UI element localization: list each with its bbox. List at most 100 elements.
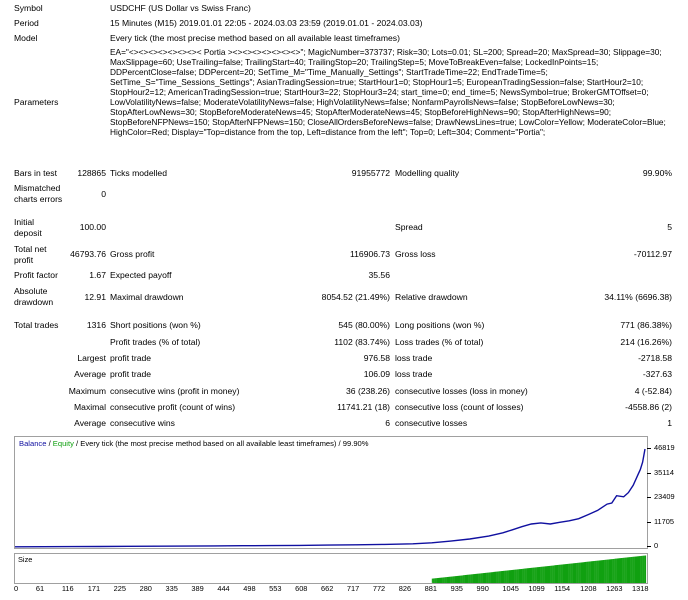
volume-bar [635, 556, 637, 583]
x-tick-label: 116 [61, 584, 74, 593]
x-tick-label: 1263 [606, 584, 623, 593]
volume-bar [549, 565, 551, 583]
volume-bar [578, 562, 580, 583]
volume-bar [521, 568, 523, 583]
volume-bar [555, 565, 557, 583]
volume-bar [475, 573, 477, 583]
volume-bar [483, 573, 485, 583]
volume-bar [433, 578, 435, 583]
volume-bar [485, 572, 487, 583]
average-consecutive-wins-label: consecutive wins [110, 418, 175, 428]
volume-bar [516, 569, 518, 583]
volume-bar [442, 577, 444, 583]
largest-loss-label: loss trade [395, 353, 433, 363]
x-tick-label: 61 [35, 584, 45, 593]
volume-bar [532, 567, 534, 583]
average-loss-value: -327.63 [642, 369, 672, 379]
volume-bar [589, 561, 591, 583]
volume-bar [519, 569, 521, 583]
volume-bar [506, 570, 508, 583]
volume-bar [544, 566, 546, 583]
volume-bar [476, 573, 478, 583]
volume-bar [447, 577, 449, 583]
volume-bar [459, 575, 461, 583]
y-tick-label: 23409 [654, 492, 675, 501]
volume-bar [502, 570, 504, 583]
volume-bar [581, 562, 583, 583]
volume-bar [444, 577, 446, 583]
volume-bar [596, 560, 598, 583]
spread-value: 5 [667, 222, 672, 232]
volume-bar [633, 556, 635, 583]
volume-bar [597, 560, 599, 583]
volume-bar [567, 563, 569, 583]
volume-bar [465, 575, 467, 583]
volume-bar [616, 558, 618, 583]
legend-equity: Equity [52, 439, 74, 448]
x-tick-label: 662 [321, 584, 334, 593]
abs-drawdown-label-1: Absolute [14, 286, 48, 296]
volume-svg [431, 555, 647, 583]
volume-bar [558, 564, 560, 583]
volume-bar [593, 561, 595, 583]
volume-bar [612, 559, 614, 583]
volume-bar [443, 577, 445, 583]
volume-bar [560, 564, 562, 583]
x-tick-label: 717 [346, 584, 360, 593]
volume-bar [603, 560, 605, 583]
volume-bar [631, 556, 633, 583]
maximum-losses-label: consecutive losses (loss in money) [395, 386, 528, 396]
maximum-wins-value: 36 (238.26) [346, 386, 390, 396]
volume-bar [503, 570, 505, 583]
volume-bar [606, 559, 608, 583]
long-positions-label: Long positions (won %) [395, 320, 485, 330]
volume-bar [561, 564, 563, 583]
volume-bar [515, 569, 517, 583]
volume-bar [431, 578, 433, 583]
y-tick [647, 448, 651, 449]
volume-bar [477, 573, 479, 583]
volume-bar [611, 559, 613, 583]
period-label: Period [14, 18, 39, 28]
volume-bar [514, 569, 516, 583]
volume-bar [620, 558, 622, 583]
largest-label: Largest [77, 353, 106, 363]
total-trades-value: 1316 [86, 320, 106, 330]
volume-bar [556, 565, 558, 583]
volume-bar [529, 568, 531, 583]
volume-bar [534, 567, 536, 583]
volume-bar [488, 572, 490, 583]
average-consecutive-losses-label: consecutive losses [395, 418, 468, 428]
profit-factor-value: 1.67 [89, 270, 106, 280]
volume-bar [564, 564, 566, 583]
volume-bar [520, 569, 522, 583]
volume-bar [626, 557, 628, 583]
abs-drawdown-value: 12.91 [84, 292, 106, 302]
volume-bar [546, 566, 548, 583]
mismatched-value: 0 [101, 189, 106, 199]
volume-bar [486, 572, 488, 583]
y-tick-label: 0 [654, 541, 659, 550]
expected-payoff-label: Expected payoff [110, 270, 172, 280]
volume-bar [469, 574, 471, 583]
volume-bar [607, 559, 609, 583]
average-consecutive-wins-value: 6 [385, 418, 390, 428]
volume-bar [585, 561, 587, 583]
volume-bar [548, 566, 550, 583]
rel-drawdown-label: Relative drawdown [395, 292, 468, 302]
volume-bar [614, 558, 616, 583]
volume-bar [609, 559, 611, 583]
maximum-losses-value: 4 (-52.84) [634, 386, 672, 396]
model-value: Every tick (the most precise method base… [110, 33, 400, 43]
largest-profit-value: 976.58 [363, 353, 390, 363]
volume-bar [518, 569, 520, 583]
volume-bar [461, 575, 463, 583]
volume-bar [535, 567, 537, 583]
volume-bar [500, 571, 502, 583]
legend-sep-1: / [46, 439, 53, 448]
volume-bar [487, 572, 489, 583]
volume-bar [472, 574, 474, 583]
volume-bar [594, 560, 596, 583]
volume-bar [591, 561, 593, 583]
volume-bar [559, 564, 561, 583]
